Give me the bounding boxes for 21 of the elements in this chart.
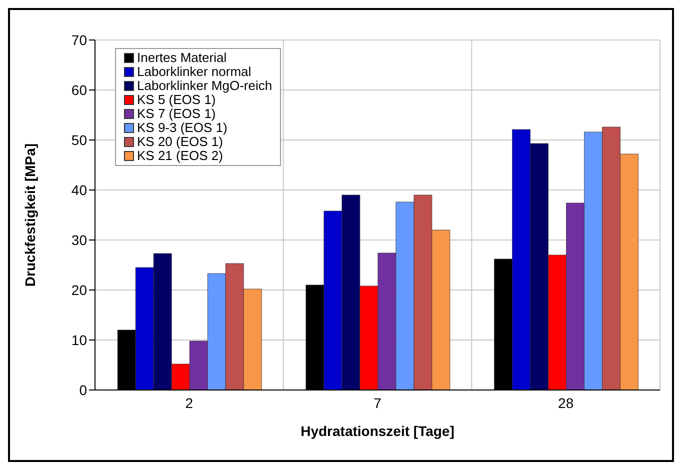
y-tick-label: 40 — [71, 182, 88, 198]
legend-label: KS 7 (EOS 1) — [137, 106, 216, 121]
legend-label: KS 20 (EOS 1) — [137, 134, 223, 149]
y-tick-label: 20 — [71, 282, 88, 298]
y-tick-label: 10 — [71, 332, 88, 348]
x-tick-label: 28 — [558, 394, 574, 411]
y-tick-label: 50 — [71, 132, 88, 148]
y-axis-title: Druckfestigkeit [MPa] — [22, 143, 38, 287]
legend-label: KS 21 (EOS 2) — [137, 148, 223, 163]
legend-label: Laborklinker normal — [137, 64, 252, 79]
x-tick-label: 7 — [374, 394, 382, 411]
x-axis-title: Hydratationszeit [Tage] — [300, 423, 454, 439]
legend-label: KS 5 (EOS 1) — [137, 92, 216, 107]
legend-label: KS 9-3 (EOS 1) — [137, 120, 228, 135]
x-tick-label: 2 — [185, 394, 194, 411]
legend-label: Inertes Material — [137, 50, 227, 65]
y-tick-label: 70 — [71, 32, 88, 48]
y-tick-label: 60 — [71, 82, 88, 98]
y-tick-label: 0 — [79, 382, 88, 398]
y-tick-label: 30 — [71, 232, 88, 248]
legend-label: Laborklinker MgO-reich — [137, 78, 272, 93]
